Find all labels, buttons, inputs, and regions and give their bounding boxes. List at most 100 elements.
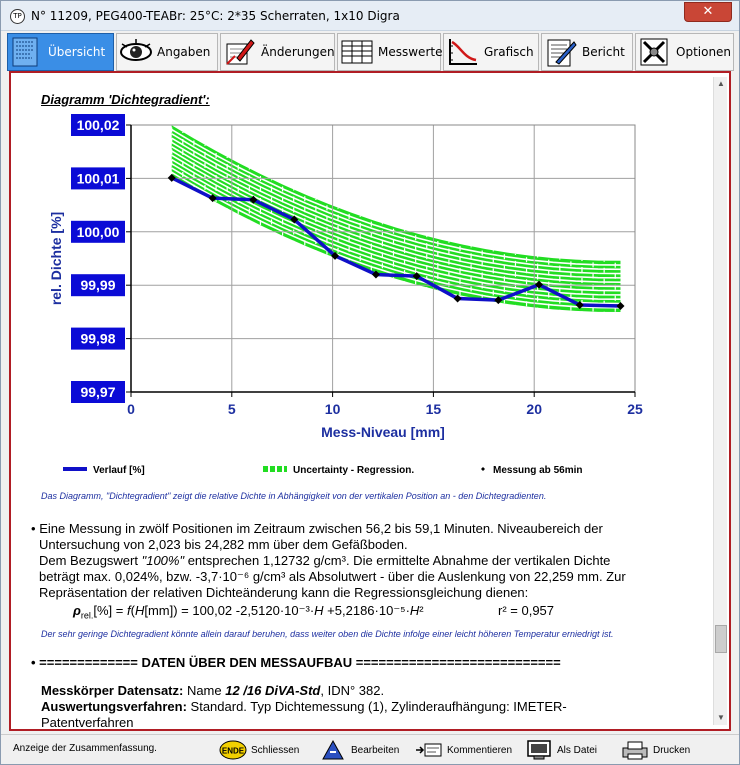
- tab-options-label: Optionen: [676, 45, 732, 59]
- gradient-note: Der sehr geringe Dichtegradient könnte a…: [41, 629, 614, 639]
- formula-h-quadratic: H: [409, 603, 420, 618]
- formula-h-linear: H: [314, 603, 324, 618]
- y-tick-label-box: [71, 381, 125, 403]
- legend-marker-swatch: [481, 467, 485, 471]
- tab-changes[interactable]: Änderungen: [220, 33, 335, 71]
- status-bar: Anzeige der Zusammenfassung. ENDE Schlie…: [1, 734, 739, 764]
- y-tick-label: 100,02: [77, 117, 120, 133]
- regression-formula: ρrel.[%] = f(H[mm]) = 100,02 -2,5120·10⁻…: [73, 603, 424, 621]
- x-axis-label: Mess-Niveau [mm]: [321, 424, 445, 440]
- band-texture-line: [171, 163, 621, 301]
- printer-icon: [622, 741, 648, 760]
- series-line: [170, 176, 621, 308]
- formula-part-3: [mm]) = 100,02 -2,5120·10⁻³·: [144, 603, 315, 618]
- x-tick-label: 0: [127, 401, 135, 417]
- setup-dataset-name: 12 /16 DiVA-Std: [225, 683, 321, 698]
- data-point: [208, 194, 217, 203]
- setup-line-method: Auswertungsverfahren: Standard. Typ Dich…: [41, 699, 567, 714]
- print-button[interactable]: Drucken: [621, 737, 690, 763]
- r-squared: r² = 0,957: [498, 603, 555, 618]
- diagram-heading: Diagramm 'Dichtegradient':: [41, 92, 210, 107]
- y-tick-label: 100,01: [77, 170, 120, 186]
- close-button-label: Schliessen: [251, 744, 300, 756]
- summary-line-4: beträgt max. 0,024%, bzw. -3,7·10⁻⁶ g/cm…: [39, 569, 626, 584]
- x-tick-label: 25: [627, 401, 643, 417]
- band-texture-line: [171, 133, 621, 271]
- data-point: [453, 294, 462, 303]
- x-tick-label: 5: [228, 401, 236, 417]
- y-tick-label-box: [71, 220, 125, 243]
- y-tick-label-box: [71, 274, 125, 297]
- save-as-file-button[interactable]: Als Datei: [525, 737, 597, 763]
- data-point: [494, 296, 503, 305]
- tab-measurements-label: Messwerte: [378, 45, 443, 59]
- overview-icon: [12, 37, 38, 67]
- y-axis-label: rel. Dichte [%]: [48, 212, 64, 305]
- data-point: [575, 300, 584, 309]
- tab-details-label: Angaben: [157, 45, 211, 59]
- close-button[interactable]: ENDE Schliessen: [219, 737, 299, 763]
- legend-entry-series: Verlauf [%]: [93, 465, 145, 476]
- chart-legend: Verlauf [%] Uncertainty - Regression. Mess…: [63, 465, 582, 476]
- x-tick-label: 20: [526, 401, 542, 417]
- table-icon: [341, 40, 373, 64]
- bullet: •: [31, 521, 36, 536]
- options-icon: [640, 38, 668, 66]
- summary-scroll-area[interactable]: Diagramm 'Dichtegradient': 0 5 10 15 20 25 100…: [15, 77, 709, 727]
- summary-line-5: Repräsentation der relativen Dichteänder…: [39, 585, 529, 600]
- x-tick-label: 10: [325, 401, 341, 417]
- scrollbar-thumb[interactable]: [715, 625, 727, 653]
- y-tick-label-box: [71, 327, 125, 350]
- diagram-caption: Das Diagramm, "Dichtegradient" zeigt die…: [41, 491, 547, 501]
- y-tick-label: 100,00: [77, 224, 120, 240]
- comment-icon: [416, 743, 442, 757]
- y-tick-label: 99,97: [80, 384, 115, 400]
- data-point: [167, 173, 176, 182]
- data-point: [616, 302, 625, 311]
- chart-axes: 0 5 10 15 20 25 100,02 100,01 100,00 99,99 99,98 99…: [71, 114, 643, 417]
- band-texture-line: [171, 167, 621, 305]
- data-point: [331, 251, 340, 260]
- tab-report[interactable]: Bericht: [541, 33, 633, 71]
- formula-sub: rel.: [80, 610, 94, 621]
- ende-icon-text: ENDE: [222, 747, 245, 756]
- tab-measurements[interactable]: Messwerte: [337, 33, 443, 71]
- scroll-down-arrow-icon[interactable]: ▼: [717, 713, 725, 722]
- setup-dataset-pre: Name: [183, 683, 226, 698]
- tab-report-label: Bericht: [582, 45, 625, 59]
- setup-dataset-post: , IDN° 382.: [320, 683, 385, 698]
- graph-icon: [449, 39, 477, 65]
- close-window-button[interactable]: ✕: [684, 2, 732, 22]
- band-texture-line: [171, 145, 621, 283]
- tab-details[interactable]: Angaben: [116, 33, 218, 71]
- density-gradient-chart: 0 5 10 15 20 25 100,02 100,01 100,00 99,99 99,98 99…: [48, 114, 643, 476]
- file-icon: [527, 740, 551, 760]
- data-point: [249, 195, 258, 204]
- summary-line-2: Untersuchung von 2,023 bis 24,282 mm übe…: [39, 537, 408, 552]
- legend-entry-marker: Messung ab 56min: [493, 465, 582, 476]
- edit-button[interactable]: Bearbeiten: [319, 737, 399, 763]
- comment-button-label: Kommentieren: [447, 744, 513, 756]
- band-texture-line: [171, 150, 621, 288]
- vertical-scrollbar[interactable]: ▲ ▼: [713, 77, 727, 725]
- y-tick-label: 99,98: [80, 331, 115, 347]
- setup-method-text: Standard. Typ Dichtemessung (1), Zylinde…: [186, 699, 567, 714]
- summary-line-3-post: entsprechen 1,12732 g/cm³. Die ermittelt…: [184, 553, 611, 568]
- uncertainty-band: [171, 125, 621, 313]
- data-point: [290, 215, 299, 224]
- tab-graphical[interactable]: Grafisch: [443, 33, 539, 71]
- formula-square: ²: [419, 603, 424, 618]
- tab-overview[interactable]: Übersicht: [7, 33, 114, 71]
- report-icon: [547, 39, 577, 67]
- y-tick-label-box: [71, 114, 125, 136]
- tab-options[interactable]: Optionen: [635, 33, 734, 71]
- comment-button[interactable]: Kommentieren: [415, 737, 512, 763]
- formula-f: f: [127, 603, 131, 618]
- y-tick-label: 99,99: [80, 277, 115, 293]
- data-point: [371, 270, 380, 279]
- scroll-up-arrow-icon[interactable]: ▲: [717, 79, 725, 88]
- formula-part-4: +5,2186·10⁻⁵·: [323, 603, 410, 618]
- main-toolbar: Übersicht Angaben Änderungen: [7, 33, 734, 71]
- app-icon: TP: [10, 9, 25, 24]
